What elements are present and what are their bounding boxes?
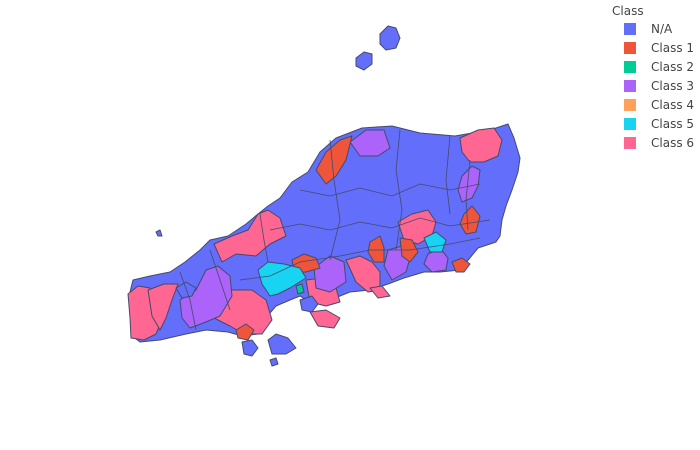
region-island-north[interactable] <box>379 25 401 51</box>
legend-label-class-3: Class 3 <box>651 79 695 93</box>
legend-item-class-5[interactable]: Class 5 <box>612 115 698 134</box>
region-class6-center[interactable] <box>345 255 381 293</box>
legend-label-class-2: Class 2 <box>651 60 695 74</box>
legend-label-na: N/A <box>651 22 673 36</box>
boundary-line <box>209 249 231 311</box>
region-island-tiny[interactable] <box>269 357 279 367</box>
region-class1-north[interactable] <box>315 135 353 185</box>
legend-item-class-1[interactable]: Class 1 <box>612 39 698 58</box>
regions-layer <box>127 25 521 367</box>
legend-item-class-3[interactable]: Class 3 <box>612 77 698 96</box>
region-class3-north[interactable] <box>349 129 391 157</box>
region-class3-northeast[interactable] <box>457 165 481 203</box>
legend-swatch-class-2 <box>624 61 636 73</box>
legend-swatch-class-1 <box>624 42 636 54</box>
region-island-north2[interactable] <box>355 51 373 71</box>
legend-label-class-5: Class 5 <box>651 117 695 131</box>
legend-item-class-2[interactable]: Class 2 <box>612 58 698 77</box>
boundary-line <box>239 237 481 281</box>
region-island-south[interactable] <box>267 333 297 355</box>
legend-item-class-4[interactable]: Class 4 <box>612 96 698 115</box>
legend: Class N/A Class 1 Class 2 Class 3 Class … <box>612 2 698 153</box>
region-class2-small[interactable] <box>295 283 305 295</box>
region-class6-west2[interactable] <box>147 283 179 331</box>
region-class6-island[interactable] <box>309 309 341 329</box>
boundary-line <box>329 139 341 261</box>
boundary-line <box>465 159 471 231</box>
legend-swatch-class-6 <box>624 137 636 149</box>
legend-item-class-6[interactable]: Class 6 <box>612 134 698 153</box>
region-island-west[interactable] <box>155 229 163 237</box>
boundary-line <box>445 135 451 215</box>
legend-swatch-na <box>624 23 636 35</box>
legend-swatch-class-3 <box>624 80 636 92</box>
boundary-line <box>259 213 269 263</box>
boundary-line <box>179 271 197 331</box>
region-class6-small[interactable] <box>369 285 391 299</box>
boundary-line <box>269 217 491 231</box>
region-island-south2[interactable] <box>241 339 259 357</box>
boundary-line <box>299 183 481 197</box>
legend-label-class-4: Class 4 <box>651 98 695 112</box>
legend-swatch-class-5 <box>624 118 636 130</box>
legend-label-class-1: Class 1 <box>651 41 695 55</box>
region-class3-center[interactable] <box>313 255 347 293</box>
region-class3-west[interactable] <box>179 265 233 329</box>
boundary-line <box>395 129 403 251</box>
region-class6-north-edge[interactable] <box>459 127 503 163</box>
legend-swatch-class-4 <box>624 99 636 111</box>
region-class5-city[interactable] <box>257 261 307 297</box>
region-island-coast[interactable] <box>299 295 319 313</box>
region-class1-south[interactable] <box>235 323 255 341</box>
legend-label-class-6: Class 6 <box>651 136 695 150</box>
legend-item-na[interactable]: N/A <box>612 20 698 39</box>
region-class1-inner[interactable] <box>367 235 385 263</box>
region-class1-southeast[interactable] <box>451 257 471 273</box>
region-class1-east[interactable] <box>459 205 481 235</box>
legend-title: Class <box>612 4 644 18</box>
